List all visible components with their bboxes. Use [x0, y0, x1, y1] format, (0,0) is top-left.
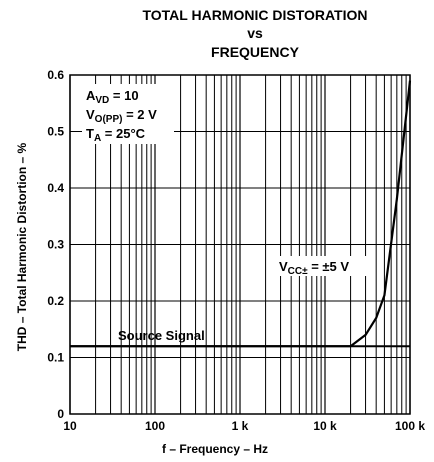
x-tick-label: 100 [145, 419, 165, 433]
x-axis-label: f – Frequency – Hz [162, 442, 268, 456]
series-label: VCC± = ±5 V [276, 256, 372, 277]
y-axis-label: THD – Total Harmonic Distortion – % [15, 142, 29, 351]
source-signal-label: Source Signal [118, 328, 205, 343]
series-label-background [276, 256, 372, 276]
y-tick-labels: 0 0.1 0.2 0.3 0.4 0.5 0.6 [47, 68, 64, 421]
conditions-background [82, 84, 174, 144]
x-tick-label: 1 k [232, 419, 249, 433]
condition-line: TA = 25°C [86, 126, 146, 144]
series-label-vcc: VCC± = ±5 V [279, 259, 349, 277]
x-tick-labels: 10 100 1 k 10 k 100 k [63, 419, 425, 433]
y-tick-label: 0 [57, 407, 64, 421]
x-tick-label: 10 k [313, 419, 337, 433]
x-tick-label: 10 [63, 419, 77, 433]
title-line-3: FREQUENCY [211, 44, 300, 60]
y-tick-label: 0.3 [47, 238, 64, 252]
series-group [70, 80, 412, 348]
chart-title: TOTAL HARMONIC DISTORATION vs FREQUENCY [142, 7, 367, 60]
y-tick-label: 0.6 [47, 68, 64, 82]
plot-frame [69, 74, 411, 415]
series-line-vcc-5v [70, 80, 412, 348]
y-tick-label: 0.1 [47, 351, 64, 365]
condition-line: VO(PP) = 2 V [86, 107, 157, 125]
title-line-2: vs [247, 25, 263, 41]
title-line-1: TOTAL HARMONIC DISTORATION [142, 7, 367, 23]
x-tick-label: 100 k [395, 419, 425, 433]
y-tick-label: 0.4 [47, 181, 64, 195]
y-tick-label: 0.5 [47, 125, 64, 139]
y-tick-label: 0.2 [47, 294, 64, 308]
condition-line: AVD = 10 [86, 88, 139, 106]
